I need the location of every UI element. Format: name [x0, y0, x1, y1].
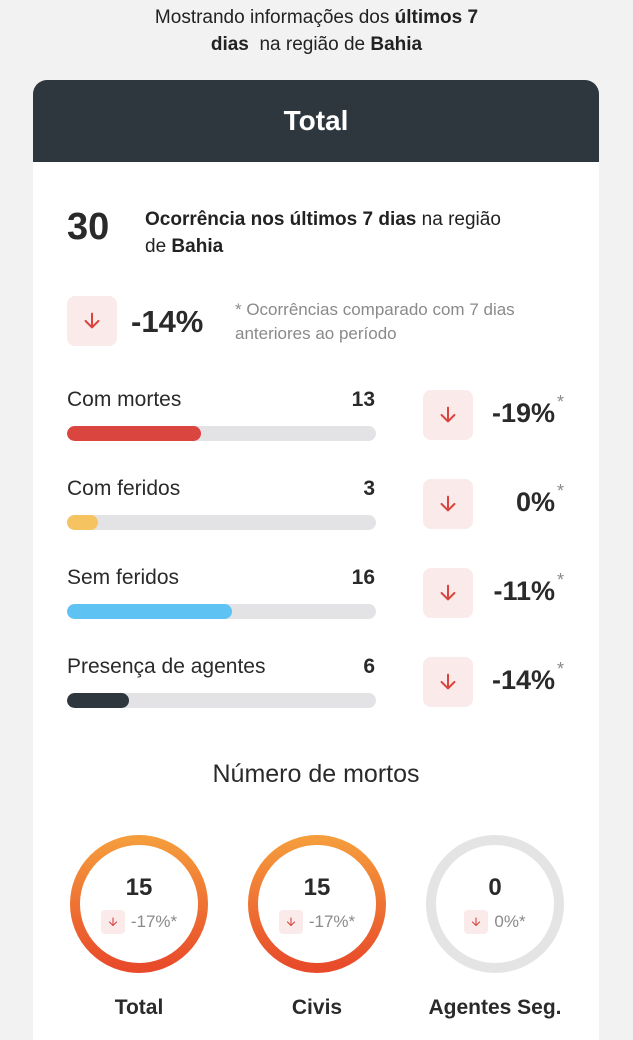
category-progress — [67, 693, 376, 708]
category-label: Com mortes — [67, 388, 182, 411]
category-progress-fill — [67, 604, 232, 619]
total-card: Total 30 Ocorrência nos últimos 7 dias n… — [33, 80, 599, 1040]
intro-period: últimos 7 — [394, 7, 479, 28]
ring-gauge — [426, 835, 564, 973]
total-count: 30 — [67, 206, 110, 248]
category-row: Com feridos 3 0% * — [67, 477, 567, 537]
category-row: Sem feridos 16 -11% * — [67, 566, 567, 626]
ring-value: 0 — [488, 874, 502, 901]
intro-prefix: Mostrando informações dos — [154, 7, 395, 28]
intro-region: Bahia — [370, 34, 423, 55]
category-star: * — [557, 659, 565, 679]
category-change: -19% — [491, 398, 555, 428]
comparison-percent: -14% — [131, 304, 204, 339]
ring-gauge — [248, 835, 386, 973]
ring-change-wrap: -17%* — [245, 910, 389, 934]
ring-change: 0%* — [494, 912, 526, 931]
category-progress — [67, 604, 376, 619]
category-label: Sem feridos — [67, 566, 180, 589]
category-change: -11% — [493, 576, 555, 606]
category-progress — [67, 426, 376, 441]
category-change: 0% — [515, 487, 555, 517]
card-title: Total — [283, 105, 349, 136]
death-ring-item: 15 -17%* Civis — [245, 832, 389, 1022]
category-change: -14% — [491, 665, 555, 695]
category-count: 3 — [363, 477, 375, 500]
category-count: 6 — [363, 655, 375, 678]
arrow-down-icon — [423, 390, 473, 440]
summary-text: Ocorrência nos últimos 7 dias na região … — [145, 206, 565, 260]
arrow-down-icon — [67, 296, 117, 346]
category-star: * — [557, 570, 565, 590]
category-progress — [67, 515, 376, 530]
summary-mid: na região — [416, 209, 501, 230]
category-count: 16 — [351, 566, 375, 589]
deaths-rings: 15 -17%* Total 15 -17%* Civis 0 0%* Agentes Seg. — [33, 832, 599, 1032]
category-progress-fill — [67, 515, 98, 530]
category-label: Com feridos — [67, 477, 181, 500]
arrow-down-icon — [423, 568, 473, 618]
category-row: Presença de agentes 6 -14% * — [67, 655, 567, 715]
category-row: Com mortes 13 -19% * — [67, 388, 567, 448]
summary-bold: Ocorrência nos últimos 7 dias — [145, 209, 417, 230]
ring-label: Civis — [291, 996, 343, 1019]
ring-label: Total — [114, 996, 164, 1019]
death-ring-item: 15 -17%* Total — [67, 832, 211, 1022]
ring-change-wrap: 0%* — [423, 910, 567, 934]
death-ring-item: 0 0%* Agentes Seg. — [423, 832, 567, 1022]
category-count: 13 — [351, 388, 375, 411]
arrow-down-icon — [100, 910, 125, 934]
category-progress-fill — [67, 693, 129, 708]
category-star: * — [557, 481, 565, 501]
ring-change: -17%* — [308, 912, 356, 931]
category-star: * — [557, 392, 565, 412]
intro-mid: na região de — [248, 34, 371, 55]
ring-value: 15 — [303, 874, 331, 901]
ring-change: -17%* — [130, 912, 178, 931]
intro-period-2: dias — [210, 34, 249, 55]
category-progress-fill — [67, 426, 201, 441]
summary-de: de — [145, 236, 172, 257]
ring-value: 15 — [125, 874, 153, 901]
ring-gauge — [70, 835, 208, 973]
comparison-note: * Ocorrências comparado com 7 dias anter… — [235, 300, 515, 343]
arrow-down-icon — [464, 910, 489, 934]
summary-region: Bahia — [171, 236, 224, 257]
ring-label: Agentes Seg. — [428, 996, 562, 1019]
arrow-down-icon — [423, 479, 473, 529]
category-label: Presença de agentes — [67, 655, 266, 678]
ring-change-wrap: -17%* — [67, 910, 211, 934]
card-header: Total — [33, 80, 599, 162]
deaths-title: Número de mortos — [212, 760, 420, 788]
arrow-down-icon — [278, 910, 303, 934]
arrow-down-icon — [423, 657, 473, 707]
period-info: Mostrando informações dos últimos 7 dias… — [0, 4, 633, 58]
